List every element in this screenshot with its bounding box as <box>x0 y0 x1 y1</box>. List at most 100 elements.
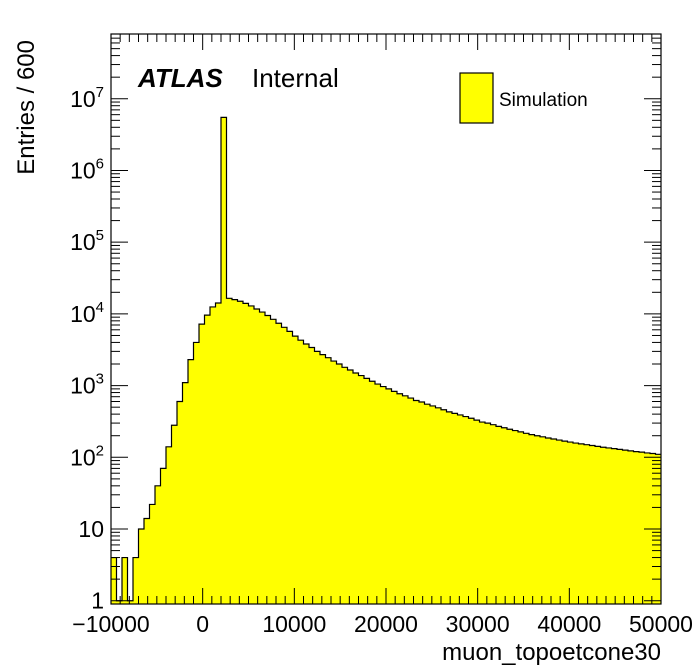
histogram-bin <box>358 375 364 604</box>
histogram-bin <box>424 404 430 604</box>
histogram-bin <box>507 429 513 604</box>
histogram-bin <box>347 369 353 604</box>
histogram-bin <box>336 364 342 604</box>
y-tick-label: 104 <box>70 299 104 327</box>
histogram-bin <box>419 402 425 604</box>
histogram-bin <box>298 340 304 604</box>
histogram-bin <box>562 441 568 604</box>
histogram-bin <box>248 305 254 604</box>
x-tick-labels: −10000 0 10000 20000 30000 40000 50000 <box>72 611 693 637</box>
axis-ticks <box>110 33 662 604</box>
histogram-bin <box>485 423 491 604</box>
histogram-bin <box>182 382 188 604</box>
y-tick-label: 102 <box>70 442 104 470</box>
histogram-bin <box>204 315 210 604</box>
histogram-bin <box>342 367 348 604</box>
histogram-bin <box>639 452 645 604</box>
x-tick-label: 30000 <box>446 611 510 637</box>
histogram-bin <box>567 442 573 604</box>
histogram-bin <box>633 451 639 604</box>
histogram-bin <box>490 424 496 604</box>
histogram-bin <box>501 427 507 604</box>
histogram-bin <box>435 407 441 604</box>
histogram-bin <box>463 416 469 604</box>
histogram-bin <box>320 354 326 604</box>
histogram-bin <box>457 414 463 604</box>
histogram-bin <box>259 312 265 604</box>
histogram-bin <box>138 529 144 604</box>
histogram-bin <box>622 450 628 604</box>
histogram-bin <box>265 315 271 604</box>
histogram-bin <box>166 446 172 604</box>
legend-swatch <box>459 72 494 124</box>
histogram-bin <box>199 324 205 604</box>
histogram-bin <box>496 426 502 604</box>
histogram-bin <box>144 518 150 604</box>
histogram-bin <box>518 431 524 604</box>
histogram-bin <box>171 425 177 604</box>
histogram-bin <box>534 435 540 604</box>
histogram-bin <box>430 405 436 604</box>
histogram-bin <box>309 347 315 604</box>
histogram-bin <box>364 378 370 604</box>
x-tick-label: 10000 <box>262 611 326 637</box>
histogram-bin <box>644 452 650 604</box>
histogram-bin <box>232 299 238 604</box>
histogram-bin <box>193 342 199 604</box>
histogram-bars <box>111 117 661 604</box>
histogram-bin <box>540 436 546 604</box>
histogram-bin <box>600 447 606 604</box>
histogram-bin <box>111 557 117 604</box>
atlas-label: ATLAS <box>137 63 223 93</box>
y-tick-label: 103 <box>70 371 104 399</box>
histogram-bin <box>452 413 458 604</box>
histogram-bin <box>177 401 183 604</box>
histogram-bin <box>617 449 623 604</box>
histogram-bin <box>270 319 276 604</box>
histogram-bin <box>578 443 584 604</box>
y-tick-label: 107 <box>70 84 104 112</box>
histogram-bin <box>149 504 155 604</box>
y-tick-label: 105 <box>70 227 104 255</box>
histogram-bin <box>595 446 601 604</box>
histogram-bin <box>529 434 535 604</box>
x-axis-title: muon_topoetcone30 <box>442 639 661 666</box>
histogram-bin <box>226 298 232 604</box>
histogram-bin <box>479 422 485 604</box>
legend: Simulation <box>459 72 588 124</box>
histogram-bin <box>221 117 227 604</box>
histogram-bin <box>287 331 293 604</box>
histogram-bin <box>408 398 414 604</box>
histogram-bin <box>391 391 397 604</box>
histogram-bin <box>474 420 480 604</box>
histogram-bin <box>545 437 551 604</box>
histogram-bin <box>380 386 386 604</box>
histogram-bin <box>573 443 579 604</box>
histogram-bin <box>386 388 392 604</box>
y-axis-title: Entries / 600 <box>13 40 40 175</box>
histogram-bin <box>188 359 194 604</box>
histogram-bin <box>331 361 337 604</box>
y-tick-label: 10 <box>78 516 104 542</box>
histogram-bin <box>375 384 381 604</box>
histogram-bin <box>303 344 309 604</box>
histogram-bin <box>551 438 557 604</box>
histogram-bin <box>413 400 419 604</box>
histogram-bin <box>122 557 128 604</box>
histogram-bin <box>160 468 166 604</box>
x-tick-label: 0 <box>196 611 209 637</box>
histogram-bin <box>353 372 359 604</box>
histogram-bin <box>243 303 249 604</box>
histogram-bin <box>155 485 161 604</box>
internal-label: Internal <box>252 63 339 93</box>
histogram-outline <box>111 116 661 602</box>
y-tick-label: 106 <box>70 155 104 183</box>
histogram-bin <box>314 351 320 604</box>
histogram-bin <box>210 306 216 604</box>
x-tick-label: −10000 <box>72 611 149 637</box>
histogram-bin <box>254 308 260 604</box>
x-tick-label: 20000 <box>354 611 418 637</box>
histogram-bin <box>512 430 518 604</box>
histogram-bin <box>215 302 221 604</box>
